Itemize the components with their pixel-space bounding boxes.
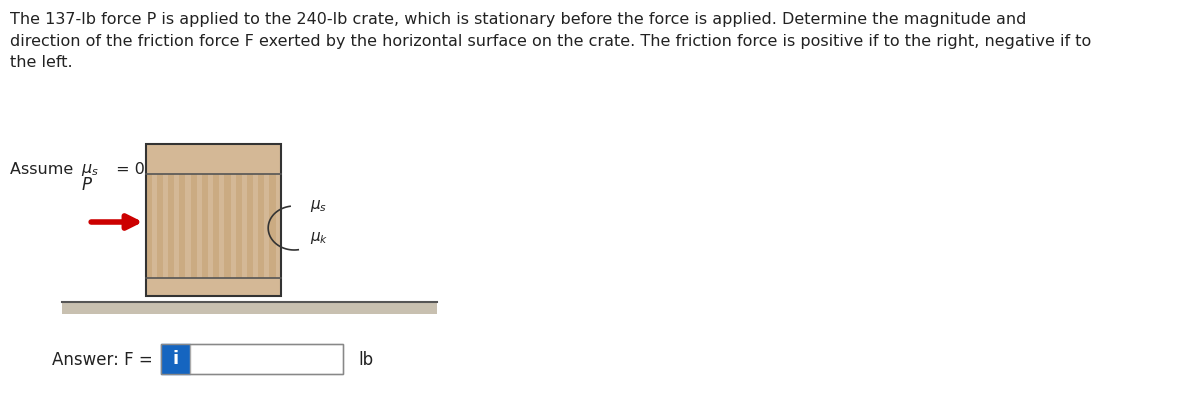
Text: Assume: Assume	[11, 162, 79, 177]
Bar	[224, 144, 230, 296]
Text: The 137-lb force P is applied to the 240-lb crate, which is stationary before th: The 137-lb force P is applied to the 240…	[11, 12, 1092, 70]
Bar	[145, 144, 281, 296]
Text: = 0.51,: = 0.51,	[112, 162, 181, 177]
Bar	[161, 344, 191, 374]
Text: lb: lb	[359, 351, 373, 369]
Bar	[157, 144, 163, 296]
Bar	[191, 144, 197, 296]
Bar	[145, 144, 281, 296]
Bar	[258, 144, 264, 296]
Bar	[161, 344, 343, 374]
Bar	[247, 144, 253, 296]
Bar	[269, 144, 276, 296]
Bar	[202, 144, 208, 296]
Text: $\mu_k$: $\mu_k$	[164, 162, 184, 178]
Text: $\mu_k$: $\mu_k$	[310, 230, 328, 246]
Bar	[62, 302, 437, 314]
Bar	[179, 144, 186, 296]
Text: = 0.39.: = 0.39.	[196, 162, 259, 177]
Text: Answer: F =: Answer: F =	[52, 351, 158, 369]
Bar	[145, 144, 151, 296]
Bar	[235, 144, 242, 296]
Bar	[191, 344, 343, 374]
Text: P: P	[82, 176, 91, 194]
Text: $\mu_s$: $\mu_s$	[82, 162, 100, 178]
Bar	[145, 278, 281, 296]
Bar	[214, 144, 220, 296]
Text: i: i	[173, 350, 179, 368]
Text: $\mu_s$: $\mu_s$	[310, 198, 326, 214]
Bar	[168, 144, 174, 296]
Bar	[145, 144, 281, 174]
